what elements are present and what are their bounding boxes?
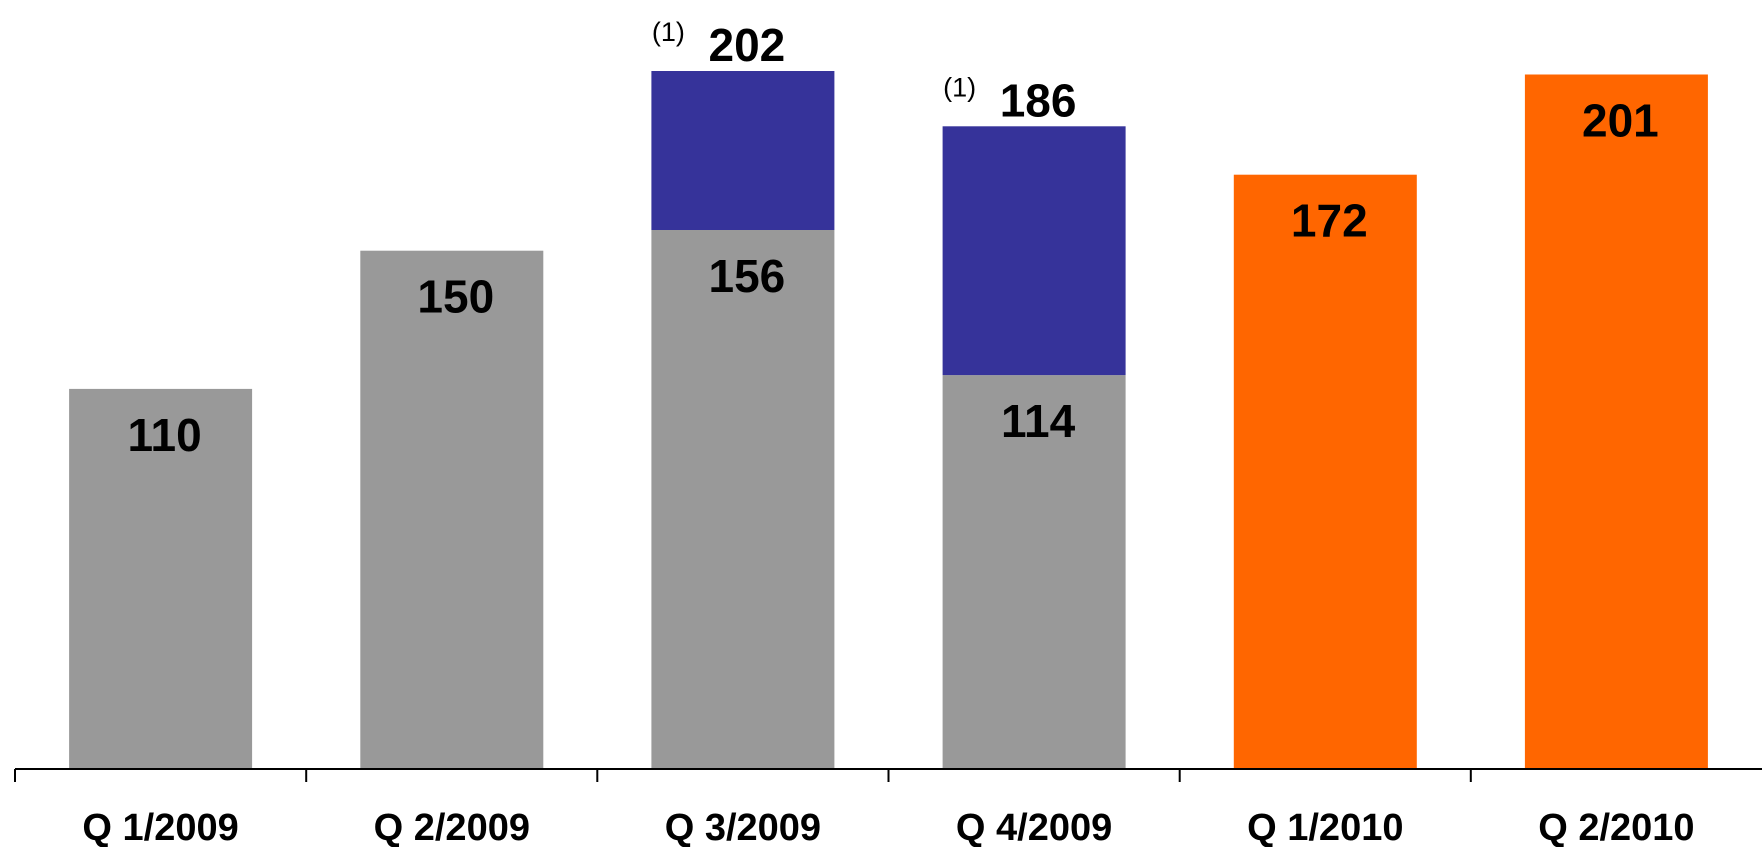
bar-value-label: 201 xyxy=(1582,95,1659,147)
bar-value-label: 172 xyxy=(1291,195,1368,247)
labels-layer: 110 Q 1/2009 150 Q 2/2009 156 202 (1) Q 3/2009 1… xyxy=(82,17,1694,847)
bar-segment-2-1 xyxy=(360,250,544,769)
footnote-marker: (1) xyxy=(652,17,685,47)
bar-segment-6-1 xyxy=(1524,74,1708,769)
bar-segment-4-2 xyxy=(942,126,1126,376)
bar-value-label: 150 xyxy=(417,271,494,323)
x-axis xyxy=(14,768,1762,782)
bar-segment-1-1 xyxy=(69,388,253,769)
bar-segment-3-2 xyxy=(651,71,835,230)
x-tick-label: Q 2/2010 xyxy=(1538,807,1694,847)
bars-layer xyxy=(69,71,1708,769)
footnote-marker: (1) xyxy=(943,72,976,102)
bar-value-label: 114 xyxy=(1001,395,1076,447)
x-tick-label: Q 2/2009 xyxy=(374,807,530,847)
bar-total-label: 186 xyxy=(1000,74,1077,126)
bar-value-label: 156 xyxy=(709,250,786,302)
bar-segment-3-1 xyxy=(651,230,835,769)
bar-value-label: 110 xyxy=(127,409,201,461)
bar-segment-4-1 xyxy=(942,375,1126,769)
x-tick-label: Q 3/2009 xyxy=(665,807,821,847)
x-tick-label: Q 1/2009 xyxy=(82,807,238,847)
bar-total-label: 202 xyxy=(709,19,786,71)
x-tick-label: Q 4/2009 xyxy=(956,807,1112,847)
x-tick-label: Q 1/2010 xyxy=(1247,807,1403,847)
bar-segment-5-1 xyxy=(1233,174,1417,769)
